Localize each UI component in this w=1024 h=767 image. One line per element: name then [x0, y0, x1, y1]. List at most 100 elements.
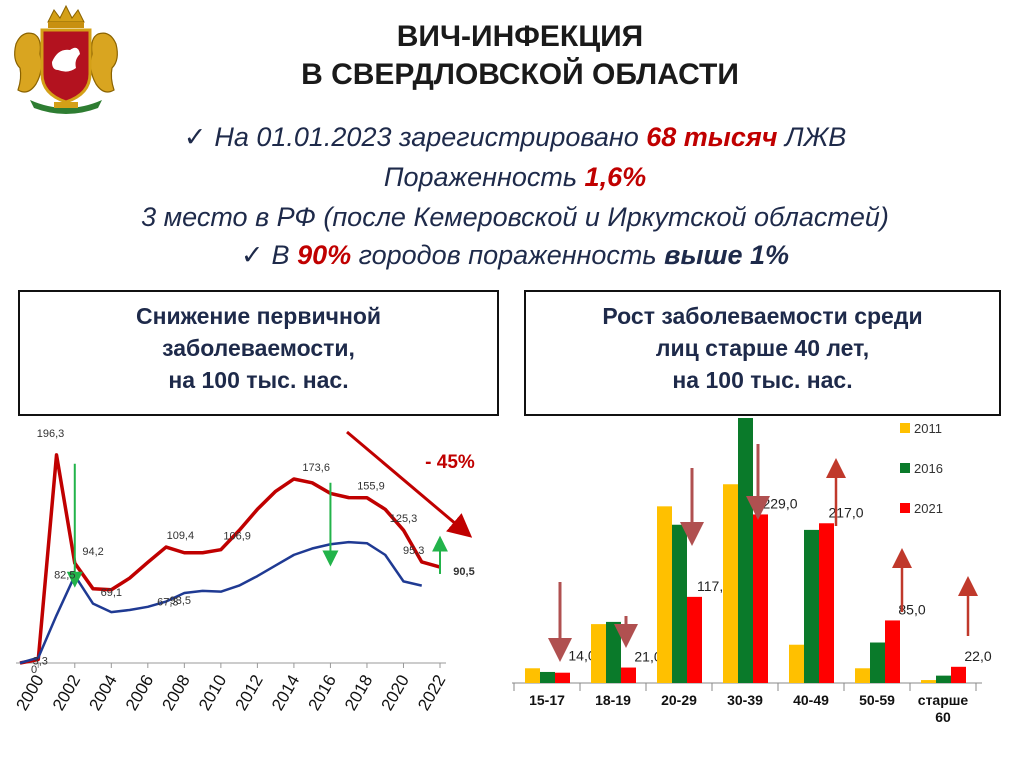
legend-label: 2011 — [914, 421, 942, 436]
bar-value-label: 14,0 — [568, 648, 595, 664]
fact-highlight: 90% — [297, 240, 352, 270]
x-tick-label: 2012 — [231, 672, 266, 714]
fact-highlight: 1,6% — [584, 162, 647, 192]
data-label: 82,5 — [54, 570, 75, 582]
category-label: 15-17 — [529, 692, 565, 708]
legend-swatch — [900, 463, 910, 473]
fact-text: Пораженность — [383, 162, 585, 192]
x-tick-label: 2022 — [414, 672, 449, 714]
x-tick-label: 2006 — [122, 672, 157, 714]
legend-swatch — [900, 503, 910, 513]
decline-percent-label: - 45% — [425, 452, 475, 473]
legend-swatch — [900, 423, 910, 433]
bar-2021 — [753, 514, 768, 683]
fact-text: В — [271, 240, 298, 270]
category-label: 40-49 — [793, 692, 829, 708]
heading-line: Рост заболеваемости среди — [602, 303, 923, 329]
bar-2011 — [789, 644, 804, 683]
data-label: 95,3 — [403, 545, 424, 557]
data-label: 90,5 — [453, 566, 474, 578]
bar-2016 — [540, 671, 555, 683]
bar-value-label: 22,0 — [964, 648, 991, 664]
category-label: 50-59 — [859, 692, 895, 708]
fact-highlight: выше 1% — [664, 240, 790, 270]
x-tick-label: 2004 — [85, 672, 120, 714]
category-label: 20-29 — [661, 692, 697, 708]
bar-2011 — [855, 668, 870, 683]
title-line-2: В СВЕРДЛОВСКОЙ ОБЛАСТИ — [301, 58, 739, 91]
bar-2016 — [606, 621, 621, 683]
x-tick-label: 2008 — [158, 672, 193, 714]
blue-series-line — [19, 540, 423, 665]
data-label: 106,9 — [223, 531, 251, 543]
data-label: 94,2 — [82, 546, 103, 558]
category-label: 30-39 — [727, 692, 763, 708]
fact-text: ЛЖВ — [777, 122, 847, 152]
category-label: 60 — [935, 709, 951, 725]
bar-2016 — [936, 675, 951, 683]
bar-value-label: 85,0 — [898, 601, 925, 617]
x-tick-label: 2010 — [195, 672, 230, 714]
bar-2016 — [738, 418, 753, 683]
data-label: 0 — [31, 664, 37, 676]
bar-2021 — [621, 667, 636, 683]
category-label: старше — [918, 692, 969, 708]
left-panel-heading: Снижение первичной заболеваемости, на 10… — [18, 290, 499, 416]
legend-label: 2021 — [914, 501, 943, 516]
data-label: 173,6 — [302, 462, 330, 474]
x-tick-label: 2002 — [49, 672, 84, 714]
fact-line-4: ✓ В 90% городов пораженность выше 1% — [40, 240, 990, 271]
data-label: 109,4 — [167, 530, 195, 542]
age-bar-chart: 14,0 15-17 21,0 18-19 117,0 20-29 229,0 30-39 21… — [512, 418, 992, 725]
heading-line: на 100 тыс. нас. — [672, 367, 853, 393]
legend-label: 2016 — [914, 461, 943, 476]
data-label: 196,3 — [37, 428, 65, 440]
fact-line-2: Пораженность 1,6% — [40, 162, 990, 193]
bar-2016 — [672, 524, 687, 683]
fact-highlight: 68 тысяч — [646, 122, 778, 152]
coat-of-arms-emblem — [8, 4, 124, 116]
title-line-1: ВИЧ-ИНФЕКЦИЯ — [396, 20, 644, 53]
bar-value-label: 21,0 — [634, 649, 661, 665]
x-tick-label: 2018 — [341, 672, 376, 714]
bar-2011 — [591, 624, 606, 683]
bar-2011 — [921, 680, 936, 683]
decline-trend-arrow — [346, 430, 473, 538]
heading-line: Снижение первичной — [135, 303, 382, 329]
bar-value-label: 217,0 — [828, 504, 863, 520]
bar-value-label: 229,0 — [762, 495, 797, 511]
bar-value-label: 117,0 — [697, 578, 731, 594]
red-series-line — [19, 453, 441, 665]
bar-2016 — [870, 642, 885, 683]
data-label: 3,3 — [33, 656, 48, 668]
check-icon: ✓ — [183, 122, 207, 152]
bar-2021 — [687, 596, 702, 683]
data-label: 125,3 — [390, 513, 418, 525]
x-tick-label: 2014 — [268, 672, 303, 714]
bar-2021 — [819, 523, 834, 683]
fact-text: На 01.01.2023 зарегистрировано — [214, 122, 647, 152]
data-label: 93,5 — [170, 595, 191, 607]
bar-2021 — [885, 620, 900, 683]
bar-2011 — [723, 484, 738, 683]
bar-2011 — [525, 668, 540, 683]
bar-2016 — [804, 529, 819, 683]
bar-2011 — [657, 506, 672, 683]
x-tick-label: 2000 — [12, 672, 47, 714]
heading-line: заболеваемости, — [162, 335, 355, 361]
page-title: ВИЧ-ИНФЕКЦИЯ В СВЕРДЛОВСКОЙ ОБЛАСТИ — [230, 18, 810, 94]
check-icon: ✓ — [240, 240, 264, 270]
incidence-line-chart: 2000 2002 2004 2006 2008 2010 2012 2014 2016 2018… — [12, 428, 475, 714]
data-label: 69,1 — [101, 587, 122, 599]
x-tick-label: 2020 — [378, 672, 413, 714]
data-label: 67,3 — [157, 597, 178, 609]
fact-text: городов пораженность — [351, 240, 665, 270]
x-tick-label: 2016 — [305, 672, 340, 714]
fact-line-1: ✓ На 01.01.2023 зарегистрировано 68 тысяч… — [40, 122, 990, 153]
right-panel-heading: Рост заболеваемости среди лиц старше 40 … — [524, 290, 1001, 416]
heading-line: лиц старше 40 лет, — [655, 335, 870, 361]
bar-2021 — [555, 672, 570, 683]
fact-line-3: 3 место в РФ (после Кемеровской и Иркутс… — [141, 202, 889, 232]
category-label: 18-19 — [595, 692, 631, 708]
heading-line: на 100 тыс. нас. — [168, 367, 349, 393]
